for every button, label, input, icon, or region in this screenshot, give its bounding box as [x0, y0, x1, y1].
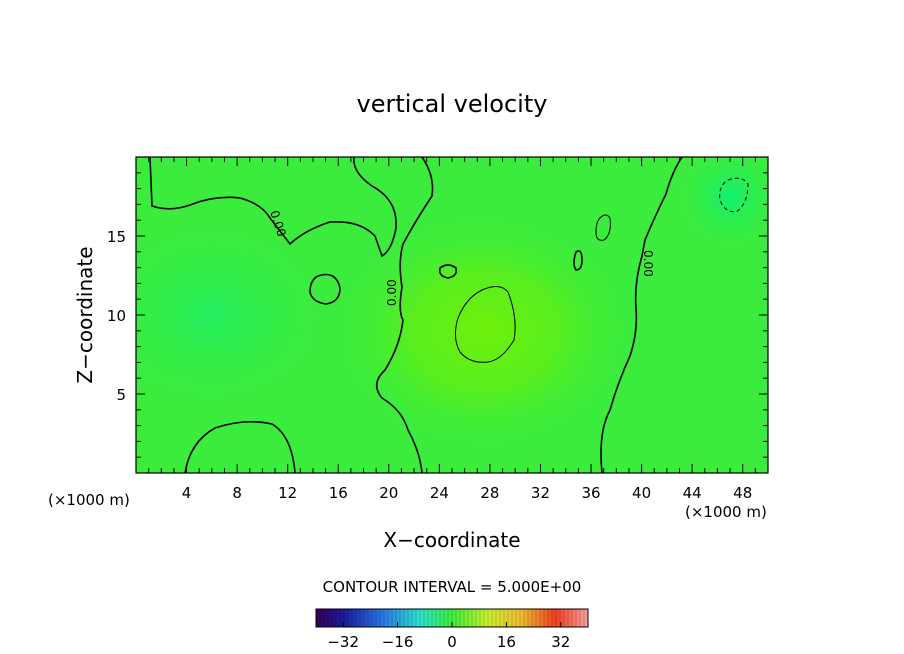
x-tick-label: 20	[379, 484, 398, 502]
contour-center-left	[375, 157, 434, 473]
colorbar-tick-label: 16	[497, 633, 516, 651]
contour-small-a	[438, 264, 458, 279]
contour-lines	[149, 157, 683, 473]
colorbar: −32 −16 0 16 32	[315, 608, 589, 651]
x-tick-label: 12	[278, 484, 297, 502]
chart-title: vertical velocity	[357, 90, 548, 118]
x-tick-label: 32	[531, 484, 550, 502]
x-tick-label: 16	[329, 484, 348, 502]
contour-label: 0.00	[641, 250, 655, 277]
colorbar-tick-label: 0	[447, 633, 457, 651]
x-tick-label: 48	[733, 484, 752, 502]
field-layer: 0.00 0.00 0.00	[136, 157, 768, 473]
contour-right	[600, 157, 683, 473]
field-extremum	[333, 210, 634, 451]
y-axis-label: Z−coordinate	[73, 246, 97, 383]
field-extremum	[670, 157, 768, 257]
x-unit-right: (×1000 m)	[685, 503, 767, 521]
y-tick-label: 10	[107, 307, 126, 325]
contour-label: 0.00	[385, 279, 399, 306]
contour-interval-text: CONTOUR INTERVAL = 5.000E+00	[323, 578, 582, 596]
contour-thin-lines	[454, 214, 611, 363]
x-tick-label: 44	[683, 484, 702, 502]
x-tick-label: 28	[480, 484, 499, 502]
colorbar-gradient	[316, 609, 588, 627]
colorbar-tick-label: 32	[551, 633, 570, 651]
contour-positive-max	[454, 286, 516, 363]
x-unit-left: (×1000 m)	[48, 491, 130, 509]
x-tick-label: 8	[232, 484, 242, 502]
contour-negative-dashed	[719, 177, 749, 213]
y-tick-label: 15	[107, 228, 126, 246]
x-tick-label: 24	[430, 484, 449, 502]
contour-top-left	[149, 157, 397, 258]
colorbar-tick-label: −32	[327, 633, 359, 651]
colorbar-tick-label: −16	[382, 633, 414, 651]
contour-closed-mid	[309, 273, 341, 305]
y-tick-label: 5	[116, 386, 126, 404]
x-tick-label: 4	[182, 484, 192, 502]
contour-small-b	[573, 250, 583, 271]
field-extremum	[136, 205, 352, 425]
contour-bottom-left	[184, 420, 296, 473]
x-tick-label: 36	[581, 484, 600, 502]
x-axis-label: X−coordinate	[383, 528, 520, 552]
contour-positive-right	[595, 214, 611, 241]
x-tick-label: 40	[632, 484, 651, 502]
